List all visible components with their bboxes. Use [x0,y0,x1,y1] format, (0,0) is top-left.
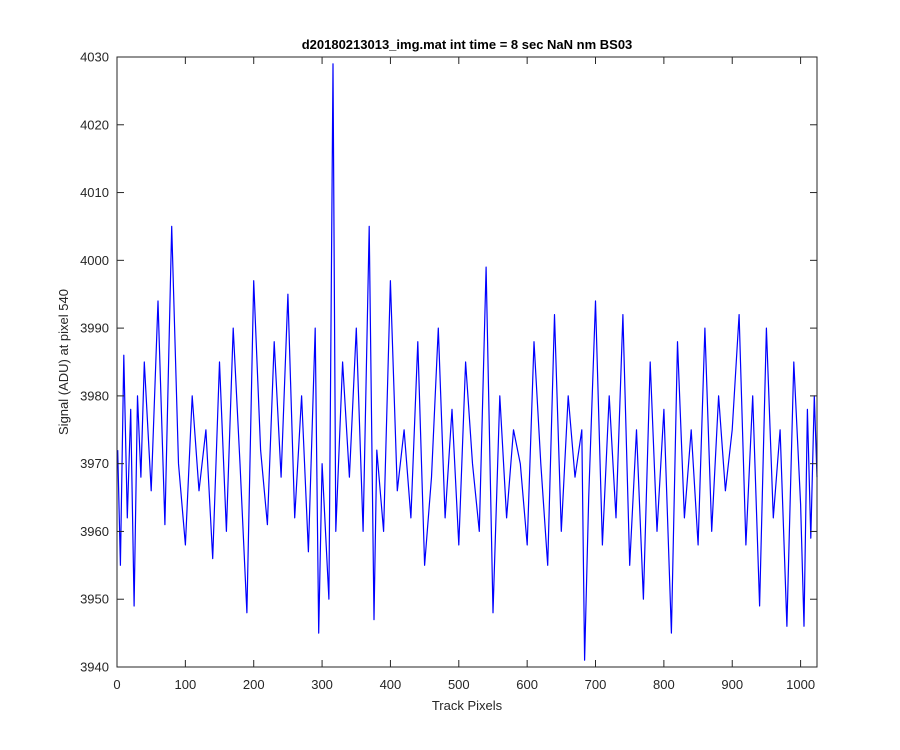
x-tick-label: 0 [113,677,120,692]
y-tick-label: 3990 [80,321,109,336]
x-ticks: 0 100 200 300 400 500 600 700 800 900 1000 [113,57,815,692]
x-tick-label: 1000 [786,677,815,692]
axes-box [116,56,818,668]
x-tick-label: 400 [380,677,402,692]
x-tick-label: 700 [585,677,607,692]
x-tick-label: 100 [175,677,197,692]
x-tick-label: 200 [243,677,265,692]
y-tick-label: 3980 [80,388,109,403]
y-axis-label: Signal (ADU) at pixel 540 [56,289,71,435]
x-tick-label: 900 [721,677,743,692]
y-tick-label: 4010 [80,185,109,200]
y-ticks: 3940 3950 3960 3970 3980 3990 4000 4010 4020 4030 [80,50,817,675]
y-tick-label: 3940 [80,660,109,675]
x-tick-label: 600 [516,677,538,692]
chart-title: d20180213013_img.mat int time = 8 sec Na… [302,37,633,52]
y-tick-label: 4020 [80,117,109,132]
y-tick-label: 4030 [80,50,109,65]
series-line-0 [117,63,818,661]
series-layer [117,63,818,661]
y-tick-label: 3950 [80,592,109,607]
x-tick-label: 300 [311,677,333,692]
x-tick-label: 500 [448,677,470,692]
y-tick-label: 3960 [80,524,109,539]
x-axis-label: Track Pixels [432,698,503,713]
y-tick-label: 4000 [80,253,109,268]
x-tick-label: 800 [653,677,675,692]
plot-area [117,57,817,667]
y-tick-label: 3970 [80,456,109,471]
